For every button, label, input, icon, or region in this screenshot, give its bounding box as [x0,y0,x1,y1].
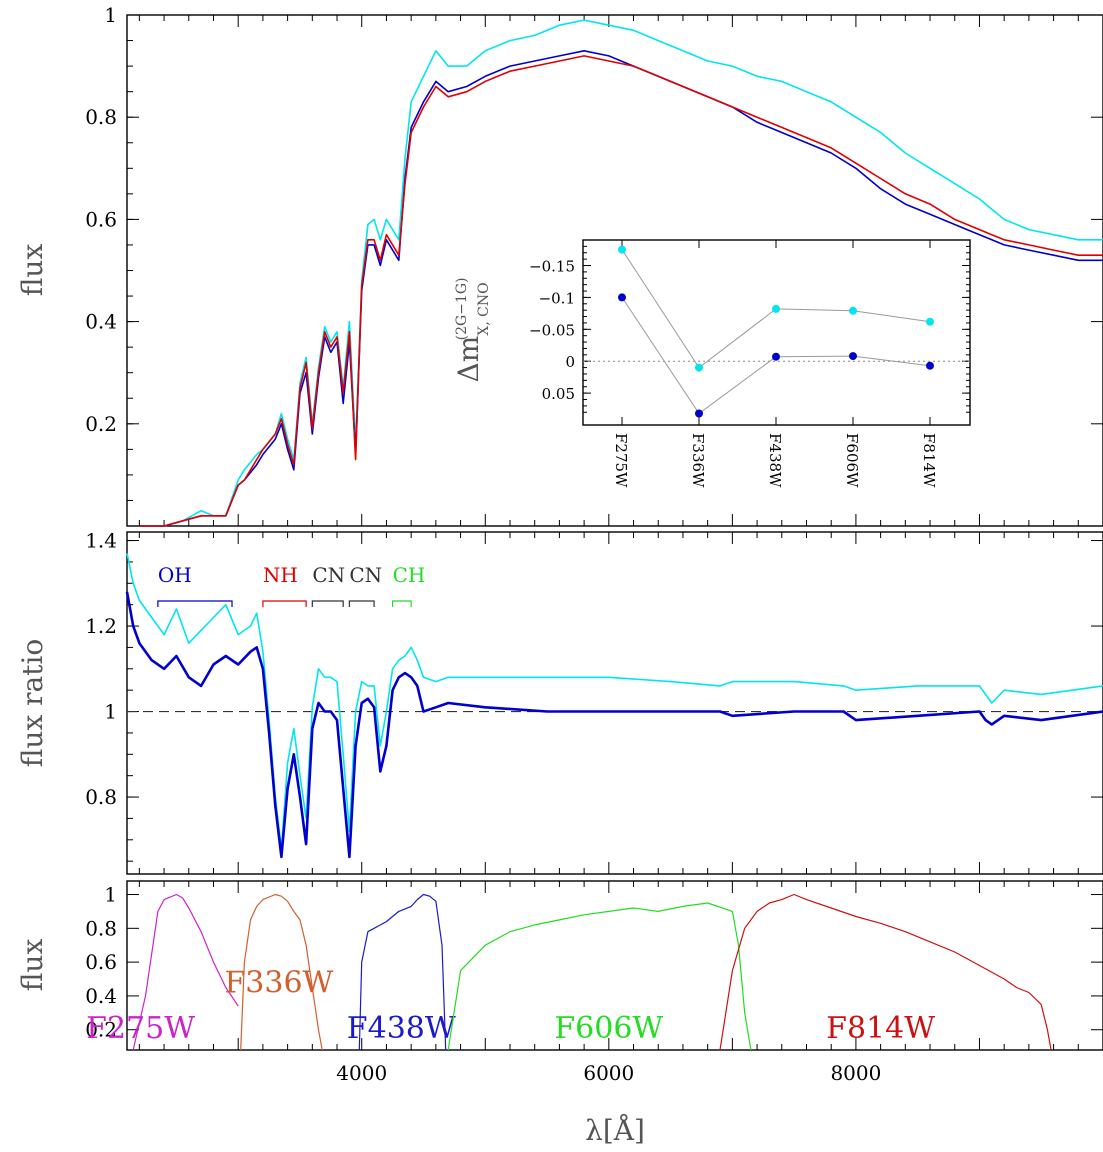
inset-point-blue [849,352,857,361]
inset-point-cyan [618,245,626,254]
panel-ratio-ytick-label: 1 [104,700,117,724]
panel-spectra-lines [139,19,1103,527]
band-label-cn: CN [312,563,345,587]
inset-ytick-label: −0.15 [529,258,575,276]
panel-ratio-series-blue [125,591,1103,859]
panel-ratio-lines [125,553,1103,859]
panel-filters-xtick-label: 6000 [583,1061,634,1085]
panel-spectra-series-blue [139,49,1103,527]
inset-xtick-label: F814W [920,433,938,488]
band-bracket-oh [157,600,233,607]
inset-xtick-label: F275W [612,433,630,488]
panel-ratio-ytick-label: 1.4 [85,529,117,553]
panel-ratio-ylabel: flux ratio [16,639,49,768]
x-axis-label-unit: Å [613,1114,635,1147]
band-label-nh: NH [263,563,298,587]
inset-point-blue [695,409,703,418]
panel-ratio-ytick-label: 1.2 [85,614,117,638]
x-axis-label-bracket-close: ] [634,1114,645,1147]
panel-filters-xtick-label: 4000 [336,1061,387,1085]
panel-spectra-ticks: 0.2 0.4 0.6 0.8 1 [85,3,1103,526]
panel-ratio: 0.8 1 1.2 1.4 OH NH CN CN CH flux ratio [16,529,1103,875]
inset-ylabel-sup: (2G−1G) [454,278,470,341]
inset-point-blue [618,293,626,302]
filter-label-f814w: F814W [826,1011,935,1046]
inset-point-cyan [926,317,934,326]
panel-filters-ylabel: flux [16,939,49,992]
inset-ytick-label: −0.1 [539,289,575,307]
panel-filters-ticks: 0.2 0.4 0.6 0.8 1 4000 6000 8000 [85,881,1103,1085]
filter-curve-f814w [719,893,1052,1051]
panel-ratio-series-cyan [126,553,1103,850]
panel-filters-frame [126,880,1103,1051]
panel-ratio-bands: OH NH CN CN CH [157,563,426,607]
panel-spectra-ytick-label: 0.6 [85,207,117,231]
band-label-oh: OH [158,563,192,587]
panel-ratio-frame [126,531,1103,875]
filter-label-f438w: F438W [347,1011,456,1046]
panel-filters-lines: F275W F336W F438W F606W F814W [86,893,1052,1051]
x-axis-label-bracket-open: [ [603,1114,614,1147]
inset-ticks: −0.15 −0.1 −0.05 0 0.05 F275W F336W F438W F606W F… [529,240,970,488]
band-bracket-nh [262,600,307,607]
inset-ylabel-main: Δm [452,336,485,383]
filter-label-f336w: F336W [224,966,333,1001]
panel-spectra: 0.2 0.4 0.6 0.8 1 flux [16,3,1103,527]
panel-filters-xtick-label: 8000 [830,1061,881,1085]
band-bracket-ch [392,600,412,607]
panel-ratio-ytick-label: 0.8 [85,785,117,809]
inset-xtick-label: F336W [689,433,707,488]
inset-point-cyan [772,304,780,313]
inset-ytick-label: −0.05 [529,321,575,339]
panel-spectra-ytick-label: 1 [104,3,117,27]
x-axis-label: λ[Å] [585,1114,645,1147]
inset-background [583,240,970,425]
filter-curve-f336w [240,893,323,1051]
inset-xtick-label: F606W [843,433,861,488]
panel-filters: 0.2 0.4 0.6 0.8 1 4000 6000 8000 F275W F336W F438… [16,880,1103,1147]
panel-spectra-ytick-label: 0.2 [85,412,117,436]
filter-label-f606w: F606W [554,1011,663,1046]
panel-spectra-ylabel: flux [16,244,49,297]
band-label-ch: CH [393,563,426,587]
band-bracket-cn [311,600,344,607]
panel-filters-ytick-label: 0.8 [85,916,117,940]
band-label-cn: CN [349,563,382,587]
panel-filters-ytick-label: 1 [104,883,117,907]
panel-spectra-ytick-label: 0.8 [85,105,117,129]
panel-filters-ytick-label: 0.4 [85,984,117,1008]
inset-point-blue [926,361,934,370]
filter-label-f275w: F275W [86,1011,195,1046]
panel-ratio-ticks: 0.8 1 1.2 1.4 [85,529,1103,874]
inset-point-blue [772,352,780,361]
filter-curve-f275w [132,893,239,1051]
band-bracket-cn [348,600,375,607]
inset-ylabel: ΔmX, CNO (2G−1G) [452,278,492,383]
panel-inset: −0.15 −0.1 −0.05 0 0.05 F275W F336W F438W F606W F… [452,239,971,488]
inset-ytick-label: 0 [565,353,575,371]
inset-ytick-label: 0.05 [542,385,575,403]
panel-spectra-ytick-label: 0.4 [85,310,117,334]
inset-xtick-label: F438W [766,433,784,488]
filter-curve-f606w [447,902,752,1051]
panel-filters-ytick-label: 0.6 [85,950,117,974]
inset-point-cyan [849,306,857,315]
inset-point-cyan [695,363,703,372]
panel-spectra-series-red [139,55,1103,527]
inset-marks [618,245,934,418]
filter-curve-f438w [358,893,447,1051]
inset-ylabel-sub: X, CNO [476,282,492,335]
x-axis-label-main: λ [585,1114,603,1147]
panel-filters-ytick-label: 0.2 [85,1018,117,1042]
